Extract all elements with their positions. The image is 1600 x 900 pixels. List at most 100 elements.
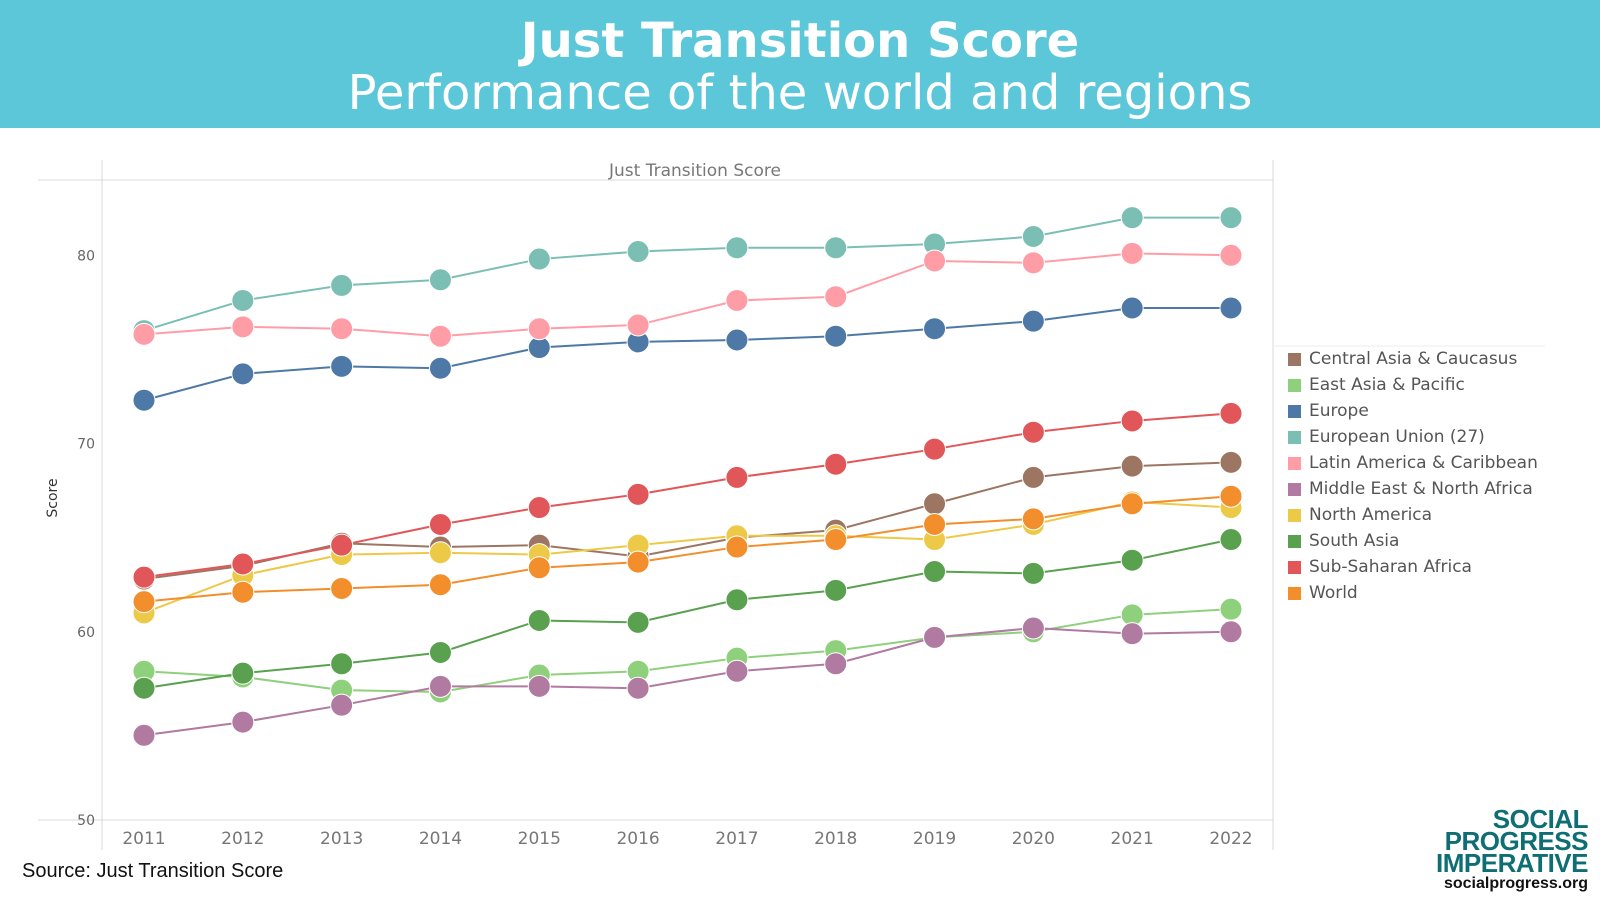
data-point-world (428, 573, 452, 597)
data-point-sub-saharan-africa (527, 496, 551, 520)
legend-item: Europe (1288, 398, 1548, 424)
legend-swatch (1288, 430, 1301, 444)
series-line-european-union-27 (143, 216, 1231, 332)
data-point-european-union-27 (725, 236, 749, 260)
x-tick-label: 2011 (122, 829, 165, 849)
x-axis: 2011 2012 2013 2014 2015 2016 2017 2018 2019 2020… (122, 829, 1252, 849)
legend-item: Latin America & Caribbean (1288, 450, 1548, 476)
data-point-sub-saharan-africa (330, 533, 354, 557)
data-point-european-union-27 (330, 273, 354, 297)
data-point-latin-america-caribbean (231, 315, 255, 339)
data-point-middle-east-north-africa (527, 674, 551, 698)
data-point-world (132, 590, 156, 614)
x-tick-label: 2013 (320, 829, 363, 849)
data-point-latin-america-caribbean (428, 324, 452, 348)
data-point-south-asia (923, 560, 947, 584)
data-point-middle-east-north-africa (132, 723, 156, 747)
data-point-sub-saharan-africa (824, 452, 848, 476)
y-tick-label: 70 (77, 437, 95, 453)
x-tick-label: 2015 (518, 829, 561, 849)
series-line-north-america (143, 500, 1232, 614)
x-tick-label: 2016 (616, 829, 659, 849)
data-point-world (824, 528, 848, 552)
legend-label: Central Asia & Caucasus (1309, 349, 1518, 369)
data-point-south-asia (231, 661, 255, 685)
data-point-sub-saharan-africa (132, 565, 156, 589)
legend-label: Middle East & North Africa (1309, 479, 1533, 499)
legend-item: Sub-Saharan Africa (1288, 554, 1548, 580)
data-point-sub-saharan-africa (1021, 420, 1045, 444)
x-tick-label: 2014 (419, 829, 462, 849)
data-point-europe (1219, 296, 1243, 320)
data-point-latin-america-caribbean (1021, 251, 1045, 275)
logo-line-3: IMPERATIVE (1436, 848, 1588, 878)
data-point-south-asia (132, 676, 156, 700)
data-point-middle-east-north-africa (231, 710, 255, 734)
data-point-europe (428, 356, 452, 380)
data-point-latin-america-caribbean (626, 313, 650, 337)
data-point-south-asia (626, 610, 650, 634)
chart-legend: Central Asia & Caucasus East Asia & Pacif… (1288, 346, 1548, 606)
data-point-european-union-27 (527, 247, 551, 271)
x-tick-label: 2018 (814, 829, 857, 849)
data-point-south-asia (1021, 561, 1045, 585)
data-point-sub-saharan-africa (1120, 409, 1144, 433)
chart-frame (38, 160, 1545, 850)
legend-item: Middle East & North Africa (1288, 476, 1548, 502)
x-tick-label: 2019 (913, 829, 956, 849)
data-point-latin-america-caribbean (1120, 241, 1144, 265)
page-title: Just Transition Score (520, 13, 1080, 69)
series-line-sub-saharan-africa (143, 412, 1232, 579)
y-tick-label: 80 (77, 248, 95, 264)
data-point-europe (231, 362, 255, 386)
data-point-europe (132, 388, 156, 412)
data-point-world (923, 512, 947, 536)
y-tick-label: 50 (77, 813, 95, 829)
chart-title: Just Transition Score (608, 161, 781, 181)
x-tick-label: 2012 (221, 829, 264, 849)
x-tick-label: 2021 (1111, 829, 1154, 849)
series-points (132, 206, 1243, 747)
legend-swatch (1288, 404, 1301, 418)
title-banner: Just Transition Score Performance of the… (0, 0, 1600, 128)
data-point-middle-east-north-africa (1219, 620, 1243, 644)
legend-label: North America (1309, 505, 1433, 525)
series-line-middle-east-north-africa (143, 626, 1232, 737)
series-line-central-asia-caucasus (143, 461, 1232, 581)
data-point-sub-saharan-africa (1219, 401, 1243, 425)
data-point-world (725, 535, 749, 559)
x-tick-label: 2020 (1012, 829, 1055, 849)
series-line-europe (143, 307, 1231, 402)
data-point-middle-east-north-africa (725, 659, 749, 683)
data-point-european-union-27 (1120, 206, 1144, 230)
data-point-south-asia (330, 652, 354, 676)
series-line-latin-america-caribbean (143, 252, 1232, 338)
page-subtitle: Performance of the world and regions (347, 65, 1253, 121)
data-point-north-america (428, 541, 452, 565)
legend-label: Europe (1309, 401, 1369, 421)
data-point-europe (923, 317, 947, 341)
data-point-european-union-27 (626, 240, 650, 264)
data-point-middle-east-north-africa (1021, 616, 1045, 640)
legend-swatch (1288, 482, 1301, 496)
data-point-south-asia (824, 578, 848, 602)
logo-line-2: PROGRESS (1444, 826, 1589, 856)
data-point-sub-saharan-africa (428, 512, 452, 536)
data-point-european-union-27 (1021, 224, 1045, 248)
legend-item: North America (1288, 502, 1548, 528)
data-point-world (330, 576, 354, 600)
data-point-world (1219, 484, 1243, 508)
brand-logo: SOCIAL PROGRESS IMPERATIVE socialprogres… (1436, 806, 1589, 894)
data-point-central-asia-caucasus (1021, 465, 1045, 489)
legend-item: Central Asia & Caucasus (1288, 346, 1548, 372)
data-point-sub-saharan-africa (923, 437, 947, 461)
data-point-latin-america-caribbean (330, 317, 354, 341)
data-point-east-asia-pacific (1219, 597, 1243, 621)
legend-item: World (1288, 580, 1548, 606)
data-point-latin-america-caribbean (824, 285, 848, 309)
legend-item: European Union (27) (1288, 424, 1548, 450)
series-lines (143, 216, 1232, 737)
data-point-europe (725, 328, 749, 352)
data-point-world (1120, 492, 1144, 516)
data-point-latin-america-caribbean (923, 249, 947, 273)
